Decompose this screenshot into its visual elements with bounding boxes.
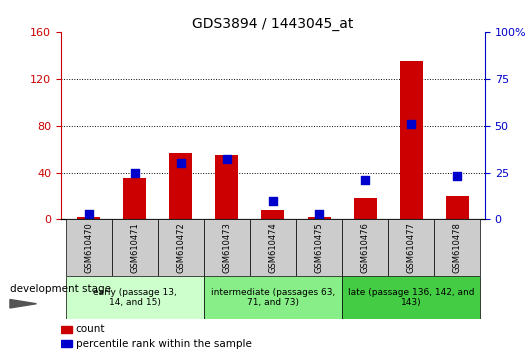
Bar: [77, 217, 100, 219]
Bar: [123, 178, 146, 219]
Bar: [400, 61, 423, 219]
Text: GSM610473: GSM610473: [223, 222, 232, 273]
Text: intermediate (passages 63,
71, and 73): intermediate (passages 63, 71, and 73): [211, 288, 335, 307]
Bar: [342, 219, 388, 276]
Point: [453, 173, 462, 179]
Bar: [434, 219, 480, 276]
Point: [269, 198, 277, 204]
Bar: [342, 276, 480, 319]
Text: early (passage 13,
14, and 15): early (passage 13, 14, and 15): [93, 288, 176, 307]
Bar: [204, 219, 250, 276]
Point: [176, 160, 185, 166]
Text: GSM610471: GSM610471: [130, 222, 139, 273]
Text: GSM610478: GSM610478: [453, 222, 462, 273]
Bar: [250, 219, 296, 276]
Bar: [204, 276, 342, 319]
Text: GSM610470: GSM610470: [84, 222, 93, 273]
Point: [407, 121, 416, 127]
Point: [84, 211, 93, 217]
Text: GSM610474: GSM610474: [269, 222, 277, 273]
Bar: [66, 276, 204, 319]
Bar: [61, 340, 72, 347]
Text: GSM610475: GSM610475: [314, 222, 323, 273]
Bar: [307, 217, 331, 219]
Text: late (passage 136, 142, and
143): late (passage 136, 142, and 143): [348, 288, 474, 307]
Bar: [215, 155, 238, 219]
Text: development stage: development stage: [10, 284, 111, 294]
Bar: [61, 326, 72, 333]
Bar: [388, 219, 434, 276]
Text: percentile rank within the sample: percentile rank within the sample: [76, 339, 252, 349]
Text: count: count: [76, 324, 105, 335]
Bar: [66, 219, 112, 276]
Bar: [169, 153, 192, 219]
Bar: [112, 219, 158, 276]
Point: [315, 211, 323, 217]
Title: GDS3894 / 1443045_at: GDS3894 / 1443045_at: [192, 17, 354, 31]
Text: GSM610477: GSM610477: [407, 222, 416, 273]
Point: [223, 156, 231, 162]
Point: [130, 170, 139, 175]
Bar: [158, 219, 204, 276]
Text: GSM610476: GSM610476: [360, 222, 369, 273]
Polygon shape: [10, 299, 37, 308]
Bar: [354, 198, 377, 219]
Point: [361, 177, 369, 183]
Bar: [446, 196, 469, 219]
Bar: [261, 210, 285, 219]
Text: GSM610472: GSM610472: [176, 222, 186, 273]
Bar: [296, 219, 342, 276]
